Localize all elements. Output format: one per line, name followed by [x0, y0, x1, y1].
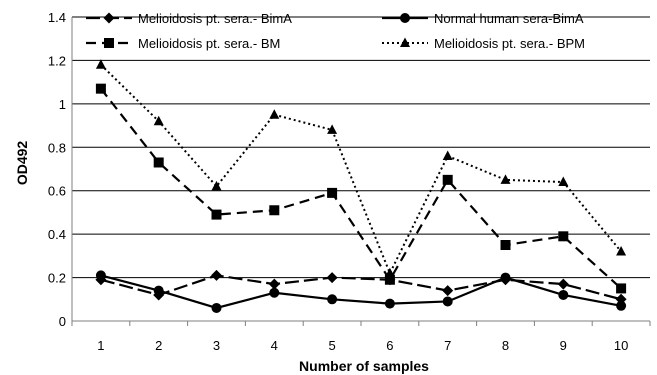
data-point: [327, 124, 338, 134]
data-point: [442, 285, 454, 297]
series-line: [100, 64, 622, 276]
series-1: [95, 269, 627, 305]
x-tick-label: 9: [560, 338, 567, 353]
legend-label: Melioidosis pt. sera.- BimA: [138, 11, 292, 26]
data-point: [500, 272, 511, 283]
data-point: [384, 274, 395, 285]
series-3: [95, 83, 627, 294]
data-point: [558, 176, 569, 187]
data-point: [269, 205, 280, 216]
y-tick-label: 0.8: [48, 140, 66, 155]
data-point: [327, 294, 338, 305]
x-tick-label: 1: [97, 338, 104, 353]
data-point: [558, 231, 569, 242]
y-tick-label: 1: [59, 97, 66, 112]
data-point: [153, 115, 164, 126]
data-point: [95, 270, 106, 281]
data-point: [211, 209, 222, 220]
data-point: [558, 289, 569, 300]
data-point: [442, 150, 453, 160]
x-axis-title: Number of samples: [299, 358, 429, 374]
y-axis-title: OD492: [14, 141, 30, 186]
data-point: [269, 287, 280, 298]
series-4: [95, 59, 627, 278]
axes: 0 0.2 0.4 0.6 0.8 1 1.2 1.4 1 2 3 4 5 6 7 8 9 10: [48, 10, 651, 353]
x-tick-label: 3: [213, 338, 220, 353]
series-line: [100, 87, 622, 290]
legend-item-1: Melioidosis pt. sera.- BimA: [86, 11, 292, 26]
legend-item-3: Melioidosis pt. sera.- BM: [86, 36, 280, 51]
data-point: [557, 278, 569, 290]
data-point: [95, 83, 106, 94]
legend-marker: [103, 12, 115, 24]
data-point: [442, 174, 453, 185]
data-point: [500, 240, 511, 250]
x-tick-label: 10: [614, 338, 628, 353]
legend-label: Melioidosis pt. sera.- BM: [138, 36, 280, 51]
x-tick-label: 4: [271, 338, 278, 353]
series-line: [100, 274, 622, 301]
data-point: [269, 109, 280, 119]
data-point: [268, 278, 280, 290]
legend: Melioidosis pt. sera.- BimA Normal human …: [86, 11, 585, 51]
x-tick-label: 7: [444, 338, 451, 353]
x-tick-label: 2: [155, 338, 162, 353]
data-point: [211, 302, 222, 313]
data-point: [616, 246, 627, 256]
y-tick-label: 0.6: [48, 184, 66, 199]
y-tick-label: 1.2: [48, 53, 66, 68]
data-point: [442, 296, 453, 307]
y-tick-label: 1.4: [48, 10, 66, 25]
y-tick-label: 0.2: [48, 271, 66, 286]
data-point: [211, 269, 222, 281]
legend-label: Normal human sera-BimA: [434, 11, 584, 26]
x-tick-label: 8: [502, 338, 509, 353]
gridlines: [72, 16, 650, 279]
data-point: [384, 298, 395, 309]
legend-marker: [400, 37, 410, 47]
data-point: [616, 283, 627, 294]
y-tick-label: 0: [59, 314, 66, 329]
data-point: [326, 272, 338, 284]
legend-item-4: Melioidosis pt. sera.- BPM: [382, 36, 585, 51]
x-tick-label: 6: [386, 338, 393, 353]
legend-label: Melioidosis pt. sera.- BPM: [434, 36, 585, 51]
legend-item-2: Normal human sera-BimA: [382, 11, 584, 26]
series-line: [100, 274, 622, 310]
x-tick-label: 5: [328, 338, 335, 353]
series-group: [95, 59, 627, 313]
legend-marker: [104, 38, 114, 48]
legend-marker: [400, 13, 410, 23]
series-2: [95, 270, 627, 313]
data-point: [384, 267, 395, 278]
data-point: [153, 157, 164, 168]
y-tick-label: 0.4: [48, 227, 66, 242]
data-point: [500, 174, 511, 184]
data-point: [153, 285, 164, 296]
data-point: [327, 187, 338, 198]
data-point: [95, 59, 106, 69]
data-point: [616, 300, 627, 311]
data-point: [211, 180, 222, 191]
